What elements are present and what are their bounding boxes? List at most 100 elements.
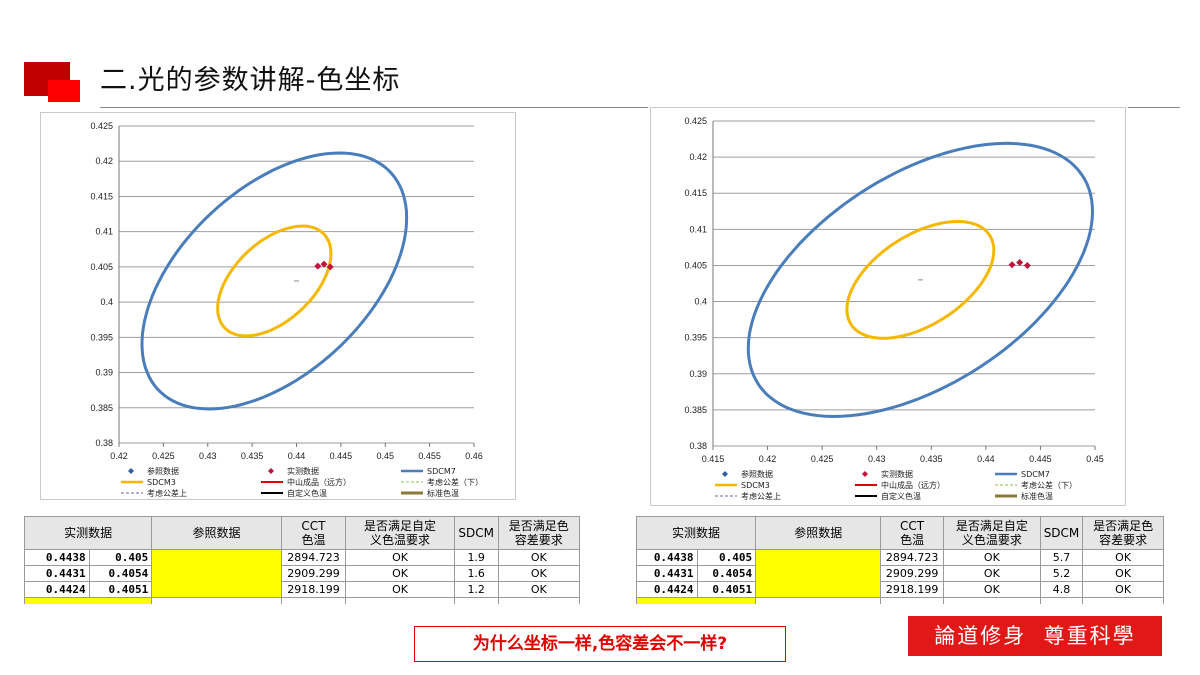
cell-cct: 2909.299 — [880, 565, 944, 582]
measured-point — [320, 260, 328, 268]
legend-label: 考虑公差（下） — [427, 477, 483, 487]
y-tick-label: 0.405 — [90, 262, 113, 272]
x-tick-label: 0.435 — [241, 451, 264, 461]
slide-title: 二.光的参数讲解-色坐标 — [100, 65, 401, 96]
table-row: 0.4431 0.4054 2909.299 OK 5.2 OK — [636, 565, 1164, 582]
cell-cct: 2918.199 — [280, 581, 347, 598]
legend-label: 自定义色温 — [881, 491, 921, 501]
table-row: 0.4438 0.405 2894.723 OK 1.9 OK — [24, 549, 581, 598]
legend-label: 参照数据 — [741, 469, 773, 479]
cell-cct-ok: OK — [942, 581, 1041, 598]
y-tick-label: 0.425 — [684, 116, 707, 126]
x-tick-label: 0.42 — [110, 451, 128, 461]
legend-marker — [862, 471, 868, 477]
sdcm3-ellipse — [845, 219, 996, 340]
cell-y: 0.4054 — [88, 565, 153, 582]
legend-label: 标准色温 — [427, 488, 459, 498]
title-rule-left — [100, 107, 648, 108]
cell-sdcm: 1.9 — [453, 549, 499, 566]
logo-square-light — [48, 80, 80, 102]
cell-y: 0.405 — [696, 549, 757, 566]
x-tick-label: 0.43 — [868, 454, 886, 464]
x-tick-label: 0.415 — [702, 454, 725, 464]
cell-sdcm-ok: OK — [497, 581, 581, 598]
header-cct: CCT 色温 — [280, 516, 347, 550]
measured-point — [326, 263, 334, 271]
sdcm7-ellipse — [140, 151, 409, 411]
cell-cct: 2918.199 — [880, 581, 944, 598]
legend-label: SDCM7 — [1021, 470, 1050, 479]
cell-y: 0.4051 — [88, 581, 153, 598]
cell-cct-ok: OK — [345, 549, 455, 566]
cell-sdcm: 5.7 — [1039, 549, 1084, 566]
x-tick-label: 0.425 — [152, 451, 175, 461]
motto-banner: 論道修身 尊重科學 — [908, 616, 1162, 656]
header-sdcm-ok: 是否满足色 容差要求 — [1082, 516, 1164, 550]
cell-cct-ok: OK — [345, 565, 455, 582]
x-tick-label: 0.425 — [811, 454, 834, 464]
legend-label: SDCM7 — [427, 467, 456, 476]
header-sdcm-ok: 是否满足色 容差要求 — [497, 516, 581, 550]
cell-cct: 2909.299 — [280, 565, 347, 582]
legend-label: SDCM3 — [741, 481, 770, 490]
legend-label: 中山成品（远方） — [881, 480, 945, 490]
y-tick-label: 0.415 — [90, 191, 113, 201]
legend-label: 实测数据 — [287, 466, 319, 476]
cell-x: 0.4438 — [636, 549, 698, 566]
y-tick-label: 0.39 — [689, 369, 707, 379]
legend-label: 考虑公差上 — [741, 491, 781, 501]
header-measured: 实测数据 — [23, 516, 153, 550]
legend-label: 考虑公差（下） — [1021, 480, 1077, 490]
x-tick-label: 0.44 — [288, 451, 306, 461]
header-cct: CCT 色温 — [880, 516, 944, 550]
y-tick-label: 0.38 — [95, 438, 113, 448]
x-tick-label: 0.435 — [920, 454, 943, 464]
measured-point — [1008, 261, 1016, 269]
measured-point — [1016, 259, 1024, 267]
chart-left: 0.425 0.42 0.415 0.41 0.405 0.4 0.395 0.39 0.385… — [40, 112, 516, 500]
y-tick-label: 0.405 — [684, 260, 707, 270]
cell-sdcm-ok: OK — [1082, 565, 1164, 582]
y-tick-label: 0.41 — [689, 224, 707, 234]
legend-label: 参照数据 — [147, 466, 179, 476]
cell-reference — [755, 549, 882, 598]
x-tick-label: 0.44 — [977, 454, 995, 464]
cell-y: 0.4054 — [696, 565, 757, 582]
y-tick-label: 0.42 — [95, 156, 113, 166]
table-row-blank — [635, 597, 1164, 604]
cell-x: 0.4431 — [636, 565, 698, 582]
cell-cct-ok: OK — [345, 581, 455, 598]
cell-sdcm: 4.8 — [1039, 581, 1084, 598]
cell-sdcm-ok: OK — [497, 549, 581, 566]
sdcm7-ellipse — [746, 141, 1095, 419]
header-cct-ok: 是否满足自定 义色温要求 — [345, 516, 455, 550]
sdcm3-ellipse — [216, 224, 333, 338]
y-tick-label: 0.395 — [90, 332, 113, 342]
y-tick-label: 0.385 — [684, 405, 707, 415]
y-tick-label: 0.39 — [95, 368, 113, 378]
table-right: 实测数据 参照数据 CCT 色温 是否满足自定 义色温要求 SDCM 是否满足色… — [635, 516, 1164, 604]
header-reference: 参照数据 — [151, 516, 282, 550]
y-tick-label: 0.4 — [100, 297, 113, 307]
y-tick-label: 0.42 — [689, 152, 707, 162]
cell-reference — [151, 549, 282, 598]
measured-point — [1023, 261, 1031, 269]
legend-label: 实测数据 — [881, 469, 913, 479]
cell-cct-ok: OK — [942, 549, 1041, 566]
chart-right-svg: 0.425 0.42 0.415 0.41 0.405 0.4 0.395 0.39 0.385… — [684, 116, 1103, 501]
chart-right: 0.425 0.42 0.415 0.41 0.405 0.4 0.395 0.39 0.385… — [650, 107, 1126, 506]
cell-x: 0.4424 — [636, 581, 698, 598]
measured-point — [314, 262, 322, 270]
title-rule-right — [1128, 107, 1180, 108]
cell-cct: 2894.723 — [280, 549, 347, 566]
header-cct-ok: 是否满足自定 义色温要求 — [942, 516, 1041, 550]
x-tick-label: 0.445 — [1029, 454, 1052, 464]
table-row: 0.4424 0.4051 2918.199 OK 1.2 OK — [24, 581, 581, 598]
y-tick-label: 0.41 — [95, 227, 113, 237]
cell-x: 0.4438 — [24, 549, 90, 566]
x-tick-label: 0.45 — [376, 451, 394, 461]
y-tick-label: 0.395 — [684, 333, 707, 343]
legend-label: 中山成品（远方） — [287, 477, 351, 487]
cell-sdcm: 1.2 — [453, 581, 499, 598]
y-tick-label: 0.385 — [90, 403, 113, 413]
